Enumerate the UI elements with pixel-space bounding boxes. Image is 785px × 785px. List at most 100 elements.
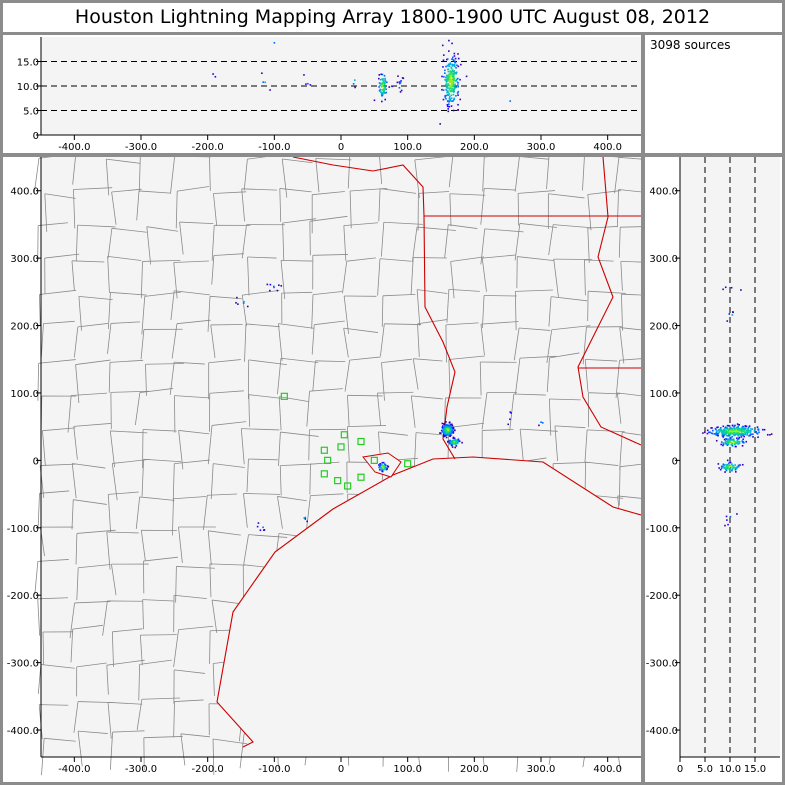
county-border <box>107 256 142 261</box>
lightning-source <box>457 82 459 84</box>
county-border <box>172 463 175 502</box>
lightning-source <box>737 433 739 435</box>
county-border <box>280 431 319 437</box>
lightning-source <box>384 79 386 81</box>
lightning-source <box>451 71 453 73</box>
county-border <box>281 291 313 294</box>
lightning-source <box>734 464 736 466</box>
lightning-source <box>444 69 446 72</box>
lightning-source <box>451 424 454 427</box>
county-border <box>244 323 247 362</box>
county-border <box>585 359 618 362</box>
county-lines <box>33 157 641 776</box>
county-border <box>72 624 103 630</box>
lightning-source <box>726 441 729 443</box>
lightning-source <box>728 464 731 466</box>
lightning-source <box>716 433 719 435</box>
lightning-source <box>242 302 245 304</box>
lightning-source <box>384 92 386 94</box>
x-tick-label: 300.0 <box>527 764 556 775</box>
county-border <box>484 228 524 233</box>
county-border <box>139 388 174 393</box>
lightning-source <box>384 464 387 466</box>
lightning-source <box>383 87 386 89</box>
county-border <box>482 295 485 328</box>
county-border <box>37 598 41 636</box>
lightning-source <box>400 89 403 92</box>
county-border <box>410 395 416 428</box>
county-border <box>381 358 413 363</box>
lightning-source <box>728 467 730 470</box>
county-border <box>73 426 78 460</box>
county-border <box>75 533 78 565</box>
lightning-source <box>446 87 449 89</box>
lightning-source <box>446 103 449 106</box>
lightning-source <box>736 437 738 439</box>
lightning-source <box>738 423 741 426</box>
county-border <box>67 395 72 433</box>
y-tick-label: 400.0 <box>649 187 678 198</box>
county-border <box>315 360 346 363</box>
county-border <box>413 432 417 472</box>
lightning-source <box>459 98 462 101</box>
lightning-source <box>720 443 722 446</box>
county-border <box>174 290 210 296</box>
lightning-source <box>448 76 451 78</box>
county-border <box>551 325 591 331</box>
lightning-source <box>452 437 455 440</box>
county-border <box>551 296 588 302</box>
county-border <box>383 221 423 225</box>
lightning-source <box>723 428 725 431</box>
county-border <box>37 664 42 694</box>
lightning-source <box>449 75 452 78</box>
county-border <box>585 461 619 466</box>
county-border <box>377 391 414 394</box>
lightning-source <box>724 433 727 436</box>
county-border <box>112 730 145 733</box>
lightning-source <box>446 74 449 77</box>
lightning-source <box>381 73 384 76</box>
lightning-source <box>452 436 455 439</box>
lightning-source <box>453 98 455 101</box>
county-border <box>514 157 520 192</box>
lightning-source <box>386 465 389 467</box>
lightning-source <box>269 89 271 91</box>
county-border <box>211 599 218 634</box>
lightning-source <box>214 75 217 78</box>
lightning-source <box>757 428 759 430</box>
lightning-source <box>380 93 383 95</box>
lightning-source <box>452 78 454 81</box>
lightning-source <box>243 300 245 303</box>
x-tick-label: -200.0 <box>192 764 224 775</box>
county-border <box>519 327 551 331</box>
lightning-source <box>724 471 726 473</box>
county-border <box>208 359 241 364</box>
county-border <box>349 356 381 361</box>
x-tick-label: 400.0 <box>593 142 622 153</box>
lightning-source <box>748 435 750 437</box>
lightning-source <box>714 427 717 430</box>
county-border <box>73 326 79 358</box>
lightning-source <box>745 425 748 428</box>
lightning-source <box>443 422 445 425</box>
lightning-source <box>733 428 736 431</box>
county-border <box>247 157 267 160</box>
county-border <box>144 291 182 297</box>
county-border <box>109 359 144 363</box>
lightning-source <box>747 428 749 430</box>
county-border <box>277 496 307 502</box>
county-border <box>519 355 557 359</box>
lightning-source <box>444 428 447 431</box>
x-tick-label: 200.0 <box>460 764 489 775</box>
lightning-source <box>237 303 239 305</box>
lightning-source <box>735 441 737 443</box>
y-tick-label: -200.0 <box>7 591 39 602</box>
lightning-source <box>448 39 450 42</box>
lightning-source <box>451 87 453 90</box>
county-border <box>306 391 310 427</box>
lightning-source <box>726 441 728 443</box>
lightning-source <box>457 94 459 96</box>
county-border <box>618 157 641 160</box>
county-border <box>71 499 74 530</box>
lightning-source <box>737 443 739 445</box>
